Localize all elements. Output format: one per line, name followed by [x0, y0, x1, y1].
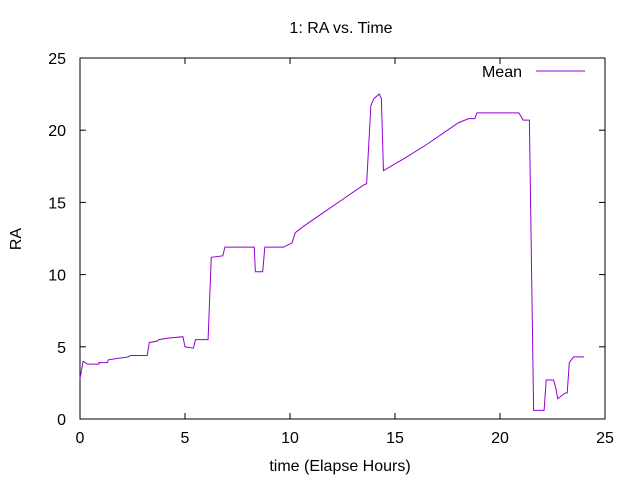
y-tick-label: 20 [48, 123, 66, 140]
chart-title: 1: RA vs. Time [289, 20, 392, 37]
x-axis-label: time (Elapse Hours) [269, 458, 410, 475]
y-axis: 0 5 10 15 20 25 [48, 51, 605, 429]
y-tick-label: 5 [57, 340, 66, 357]
x-tick-label: 0 [76, 430, 85, 447]
y-tick-label: 25 [48, 51, 66, 68]
x-tick-label: 20 [491, 430, 509, 447]
x-tick-label: 25 [596, 430, 614, 447]
y-tick-label: 10 [48, 268, 66, 285]
y-tick-label: 0 [57, 412, 66, 429]
legend-label: Mean [482, 64, 522, 81]
x-axis: 0 5 10 15 20 25 [76, 58, 614, 447]
y-tick-label: 15 [48, 195, 66, 212]
plot-frame [79, 57, 606, 420]
x-tick-label: 15 [386, 430, 404, 447]
series-line-mean [79, 93, 584, 411]
y-axis-label: RA [8, 228, 25, 251]
x-tick-label: 5 [181, 430, 190, 447]
series-layer [79, 93, 584, 411]
x-tick-label: 10 [281, 430, 299, 447]
legend: Mean [482, 64, 585, 81]
